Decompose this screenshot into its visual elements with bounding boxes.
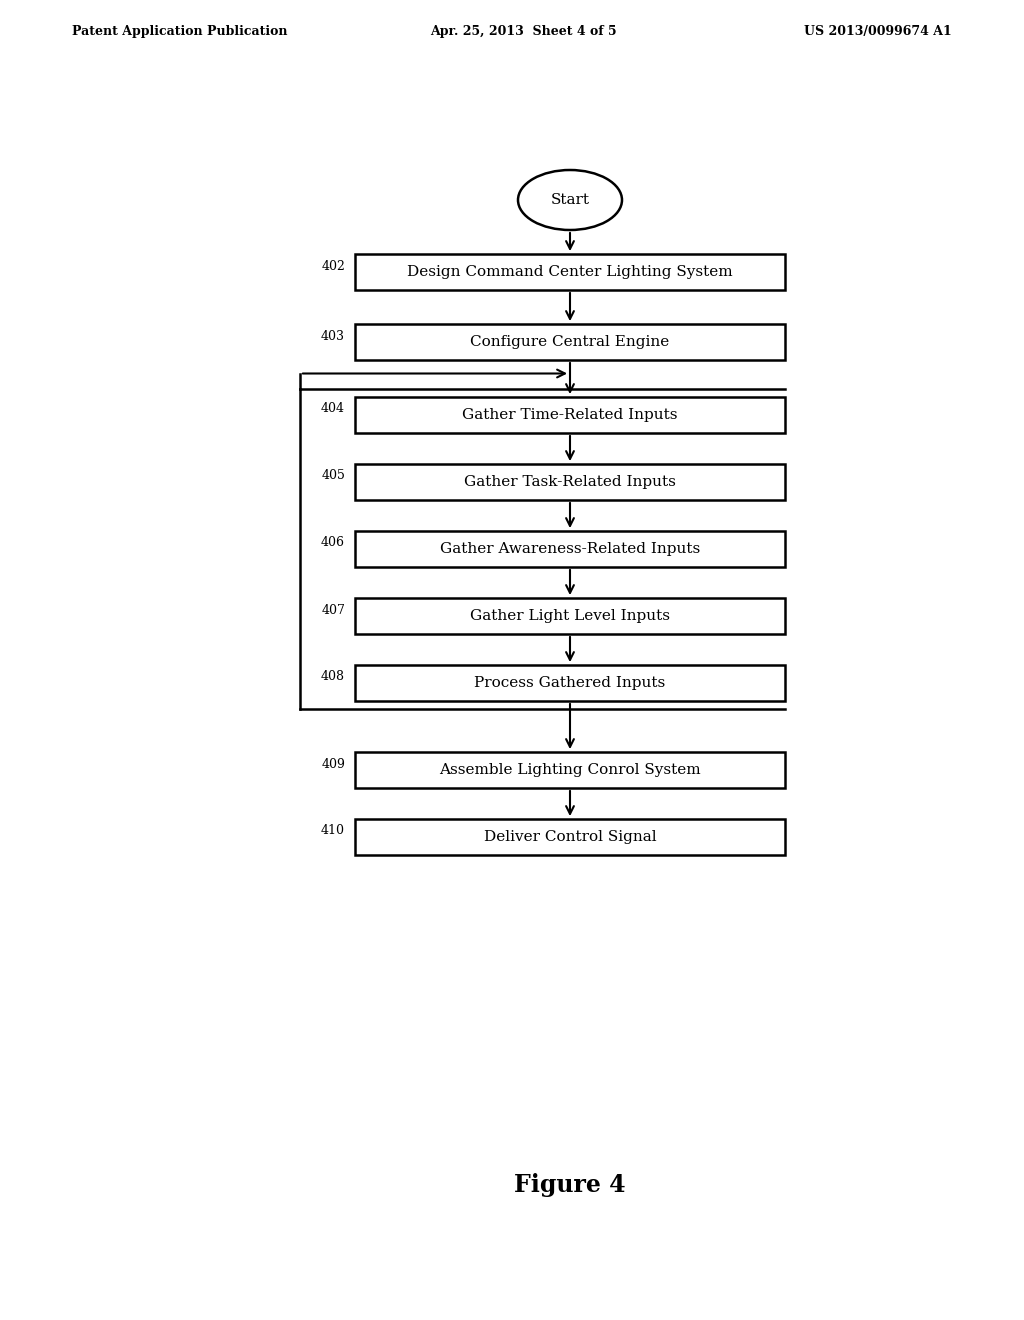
Text: Configure Central Engine: Configure Central Engine <box>470 335 670 348</box>
Bar <box>355 752 785 788</box>
Bar <box>355 323 785 360</box>
Text: Process Gathered Inputs: Process Gathered Inputs <box>474 676 666 690</box>
Text: Design Command Center Lighting System: Design Command Center Lighting System <box>408 265 733 279</box>
Text: 406: 406 <box>321 536 345 549</box>
Text: 402: 402 <box>322 260 345 272</box>
Text: 408: 408 <box>321 671 345 684</box>
Bar <box>355 598 785 634</box>
Text: Gather Time-Related Inputs: Gather Time-Related Inputs <box>462 408 678 422</box>
Text: Figure 4: Figure 4 <box>514 1173 626 1197</box>
Bar <box>355 665 785 701</box>
Bar <box>355 253 785 290</box>
Text: 403: 403 <box>321 330 345 342</box>
Text: US 2013/0099674 A1: US 2013/0099674 A1 <box>804 25 952 38</box>
Text: Gather Task-Related Inputs: Gather Task-Related Inputs <box>464 475 676 488</box>
Text: 407: 407 <box>322 603 345 616</box>
Text: 409: 409 <box>322 758 345 771</box>
Text: 405: 405 <box>322 470 345 483</box>
Bar <box>355 531 785 568</box>
Bar <box>355 818 785 855</box>
Text: Gather Awareness-Related Inputs: Gather Awareness-Related Inputs <box>440 543 700 556</box>
Text: 410: 410 <box>321 825 345 837</box>
Text: Patent Application Publication: Patent Application Publication <box>72 25 288 38</box>
Text: Gather Light Level Inputs: Gather Light Level Inputs <box>470 609 670 623</box>
Text: Deliver Control Signal: Deliver Control Signal <box>483 830 656 843</box>
Text: 404: 404 <box>321 403 345 416</box>
Text: Apr. 25, 2013  Sheet 4 of 5: Apr. 25, 2013 Sheet 4 of 5 <box>430 25 616 38</box>
Bar <box>355 397 785 433</box>
Bar <box>355 465 785 500</box>
Text: Start: Start <box>551 193 590 207</box>
Text: Assemble Lighting Conrol System: Assemble Lighting Conrol System <box>439 763 700 777</box>
